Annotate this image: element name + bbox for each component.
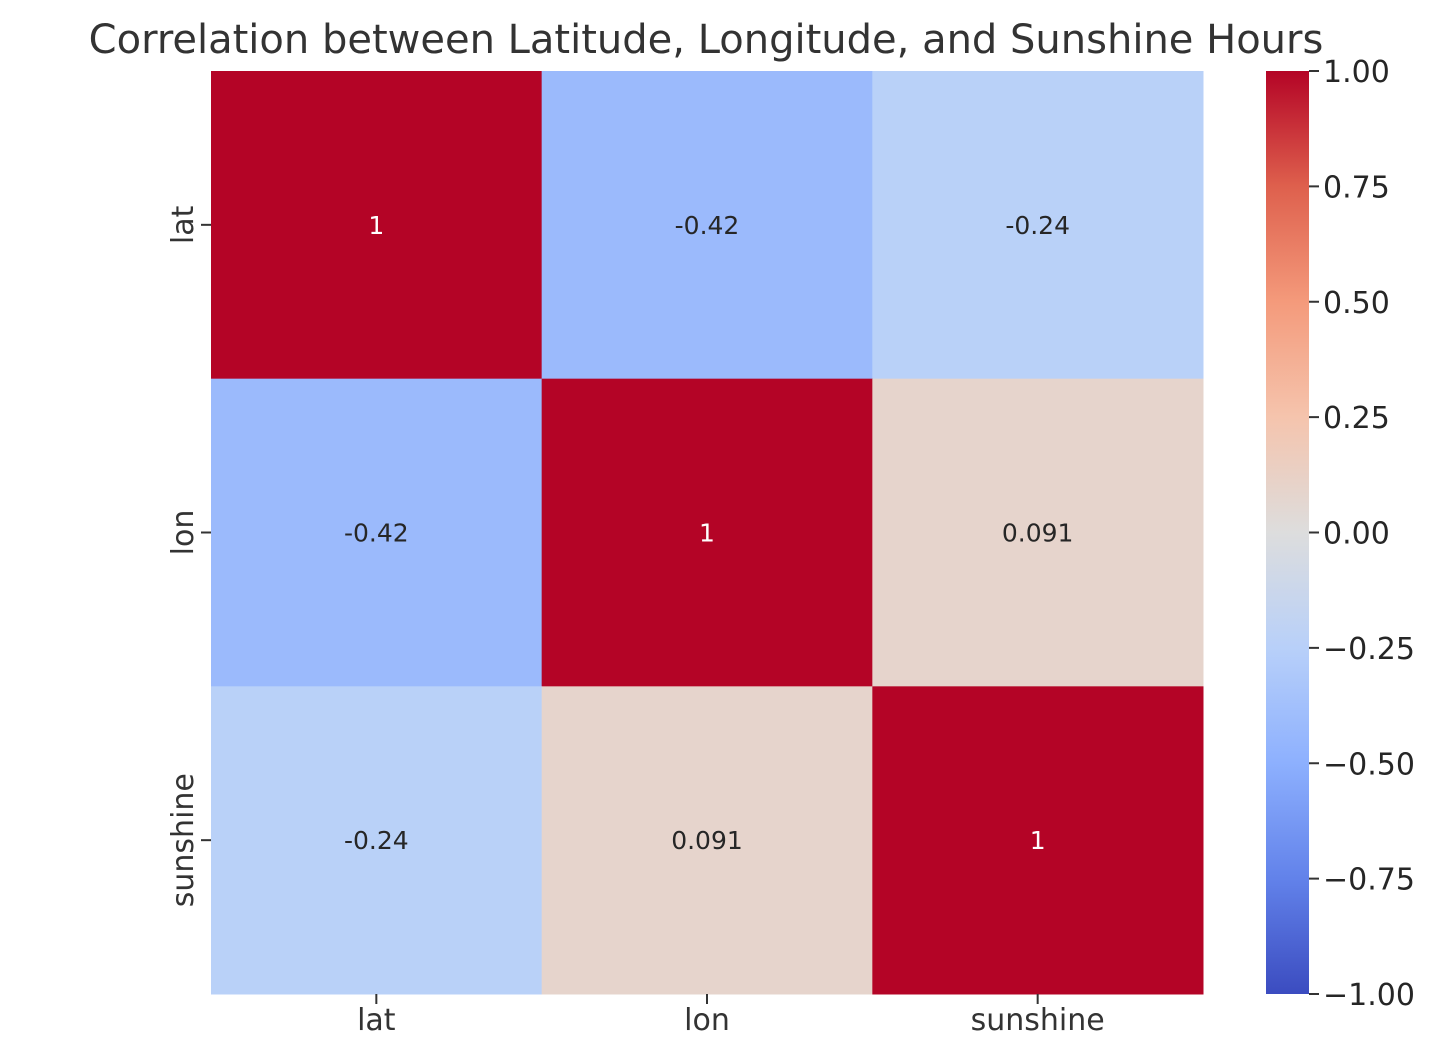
- colorbar-tick-label-4: 0.00: [1323, 517, 1390, 552]
- colorbar-tick-label-8: −1.00: [1323, 978, 1415, 1013]
- y-tick-label-sunshine: sunshine: [166, 773, 201, 907]
- colorbar-tick-label-3: 0.25: [1323, 401, 1390, 436]
- y-tick-label-lon: lon: [166, 510, 201, 556]
- colorbar-tick-label-5: −0.25: [1323, 632, 1415, 667]
- colorbar-tick-label-2: 0.50: [1323, 286, 1390, 321]
- heatmap-cell-labels: 1 -0.42 -0.24 -0.42 1 0.091 -0.24 0.091 1: [344, 211, 1073, 855]
- y-axis: lat lon sunshine: [166, 205, 211, 907]
- x-axis: lat lon sunshine: [357, 994, 1105, 1038]
- heatmap-cell-sunshine-lat: [211, 686, 543, 995]
- colorbar-tick-label-0: 1.00: [1323, 55, 1390, 90]
- colorbar: 1.00 0.75 0.50 0.25 0.00 −0.25 −0.50 −0.75 −1.00: [1266, 55, 1415, 1013]
- cell-value-label-lon-sunshine: 0.091: [1002, 519, 1074, 548]
- x-tick-label-lat: lat: [357, 1003, 396, 1038]
- cell-value-label-sunshine-lon: 0.091: [671, 826, 743, 855]
- heatmap-cells: [211, 71, 1204, 995]
- colorbar-tick-label-7: −0.75: [1323, 863, 1415, 898]
- heatmap-cell-lon-lat: [211, 378, 543, 687]
- cell-value-label-lon-lon: 1: [699, 519, 715, 548]
- colorbar-tick-label-6: −0.50: [1323, 747, 1415, 782]
- x-tick-label-lon: lon: [684, 1003, 730, 1038]
- cell-value-label-lon-lat: -0.42: [344, 519, 409, 548]
- cell-value-label-lat-lon: -0.42: [675, 211, 740, 240]
- chart-title: Correlation between Latitude, Longitude,…: [89, 17, 1324, 63]
- cell-value-label-sunshine-lat: -0.24: [344, 826, 409, 855]
- heatmap-cell-sunshine-lon: [541, 686, 873, 995]
- cell-value-label-lat-sunshine: -0.24: [1005, 211, 1070, 240]
- cell-value-label-lat-lat: 1: [368, 211, 384, 240]
- heatmap-cell-lat-lon: [541, 71, 873, 380]
- heatmap-cell-lat-sunshine: [872, 71, 1204, 380]
- y-tick-label-lat: lat: [166, 205, 201, 244]
- heatmap-cell-lon-lon: [541, 378, 873, 687]
- x-tick-label-sunshine: sunshine: [971, 1003, 1105, 1038]
- colorbar-tick-label-1: 0.75: [1323, 170, 1390, 205]
- cell-value-label-sunshine-sunshine: 1: [1030, 826, 1046, 855]
- colorbar-gradient: [1266, 71, 1309, 994]
- heatmap-cell-lon-sunshine: [872, 378, 1204, 687]
- heatmap-cell-sunshine-sunshine: [872, 686, 1204, 995]
- heatmap-cell-lat-lat: [211, 71, 543, 380]
